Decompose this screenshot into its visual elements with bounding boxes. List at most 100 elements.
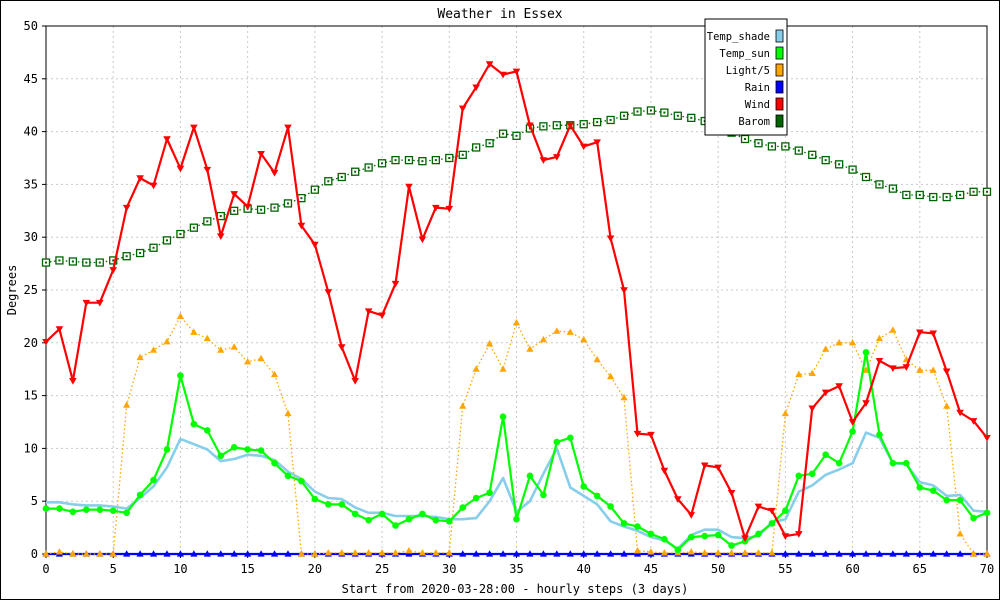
point-light-5 [311, 550, 319, 557]
point-rain [943, 550, 951, 557]
point-light-5 [566, 328, 574, 335]
point-light-5 [835, 339, 843, 346]
point-rain [526, 550, 534, 557]
point-temp-sun [916, 484, 924, 491]
point-light-5 [929, 366, 937, 373]
point-wind [741, 535, 749, 542]
point-light-5 [82, 550, 90, 557]
point-rain [875, 550, 884, 557]
point-temp-sun [204, 427, 211, 434]
point-light-5 [889, 326, 897, 333]
x-tick-label: 60 [845, 562, 859, 576]
x-axis-label: Start from 2020-03-28:00 - hourly steps … [342, 582, 689, 596]
point-temp-sun [445, 517, 453, 525]
x-tick-label: 45 [644, 562, 658, 576]
x-tick-label: 55 [778, 562, 792, 576]
point-temp-sun [419, 510, 426, 518]
point-light-5 [916, 366, 924, 373]
x-tick-label: 15 [240, 562, 254, 576]
point-wind [270, 169, 279, 177]
point-wind [821, 389, 830, 397]
point-light-5 [822, 345, 830, 352]
point-light-5 [284, 409, 292, 417]
point-barom-center [327, 180, 330, 183]
point-barom-center [609, 118, 612, 121]
point-wind [176, 165, 185, 173]
point-wind [781, 533, 790, 540]
point-rain [472, 550, 480, 557]
point-light-5 [553, 327, 561, 334]
point-barom-center [891, 187, 894, 190]
point-wind [983, 435, 991, 442]
point-wind [284, 124, 292, 132]
point-rain [539, 550, 547, 557]
point-barom-center [959, 193, 962, 196]
point-light-5 [727, 549, 736, 556]
series-rain [42, 550, 991, 557]
point-light-5 [848, 339, 857, 346]
point-rain [244, 550, 252, 557]
point-light-5 [687, 548, 695, 555]
point-wind [42, 338, 50, 346]
point-temp-sun [271, 459, 278, 467]
point-wind [216, 233, 225, 240]
point-temp-sun [714, 531, 722, 539]
point-barom-center [475, 146, 478, 149]
point-barom-center [98, 261, 101, 264]
point-light-5 [943, 402, 951, 409]
point-wind [163, 136, 171, 143]
legend-swatch-wind [775, 97, 784, 111]
point-wind [472, 84, 480, 92]
point-barom-center [905, 193, 908, 196]
point-light-5 [365, 549, 373, 556]
point-barom-center [421, 160, 424, 163]
point-wind [405, 183, 413, 191]
point-barom-center [367, 166, 370, 169]
y-tick-label: 40 [24, 125, 38, 139]
point-wind [579, 143, 588, 151]
point-temp-sun [257, 447, 265, 454]
legend-label-rain: Rain [745, 82, 770, 94]
point-wind [915, 329, 924, 337]
point-wind [593, 139, 601, 146]
point-light-5 [486, 340, 494, 347]
point-wind [445, 205, 454, 213]
legend-label-temp-sun: Temp_sun [719, 48, 770, 60]
y-tick-label: 45 [24, 72, 38, 86]
point-temp-sun [325, 501, 332, 508]
legend-swatch-barom [775, 114, 784, 128]
point-barom-center [636, 110, 639, 113]
point-rain [916, 550, 924, 557]
point-temp-sun [69, 508, 77, 516]
point-wind [768, 507, 776, 515]
point-temp-sun [42, 505, 50, 512]
point-temp-sun [486, 489, 493, 497]
series-line-barom [45, 109, 987, 264]
point-wind [620, 287, 628, 294]
point-barom-center [71, 260, 74, 263]
point-barom-center [434, 159, 437, 162]
point-wind [606, 235, 615, 243]
y-tick-label: 5 [31, 494, 38, 508]
point-temp-sun [903, 459, 910, 467]
point-rain [190, 550, 198, 557]
point-wind [418, 236, 427, 244]
point-light-5 [808, 369, 816, 377]
point-wind [458, 105, 467, 113]
point-rain [230, 550, 238, 557]
legend-label-wind: Wind [745, 99, 770, 111]
point-barom-center [273, 206, 276, 209]
point-wind [848, 419, 857, 426]
point-light-5 [297, 550, 306, 557]
x-tick-label: 5 [110, 562, 117, 576]
point-wind [795, 531, 803, 538]
point-temp-sun [540, 491, 547, 499]
point-rain [136, 550, 144, 557]
point-light-5 [136, 353, 144, 361]
point-temp-sun [661, 535, 668, 543]
point-light-5 [217, 346, 225, 353]
point-wind [902, 364, 911, 371]
point-temp-sun [392, 522, 399, 529]
legend-swatch-temp-shade [775, 29, 784, 43]
point-barom-center [461, 153, 464, 156]
